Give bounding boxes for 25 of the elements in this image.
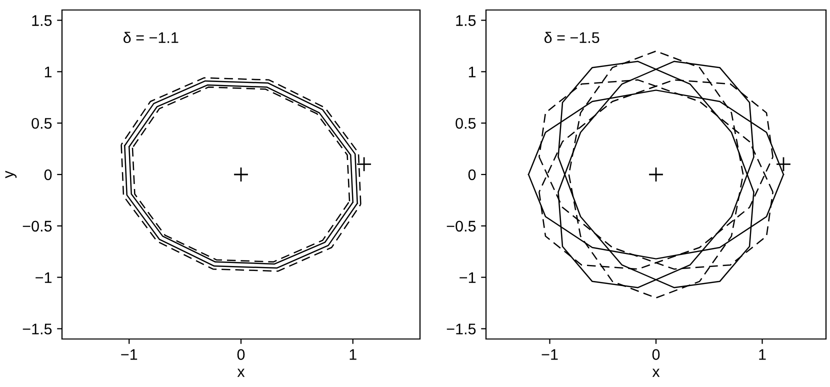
y-tick-label: −1 xyxy=(36,272,52,283)
x-tick-label: 1 xyxy=(350,349,356,360)
y-tick-label: −0.5 xyxy=(446,220,476,232)
x-tick-label: 0 xyxy=(652,349,660,360)
x-tick-label: −1 xyxy=(121,349,138,360)
y-tick-label: 1 xyxy=(468,66,476,78)
y-tick-label: 1 xyxy=(44,66,52,78)
y-tick-label: 0.5 xyxy=(32,118,52,129)
x-axis-title: x xyxy=(237,368,245,377)
y-tick-label: −0.5 xyxy=(22,220,52,232)
x-tick-label: 1 xyxy=(759,349,766,360)
y-tick-label: −1.5 xyxy=(446,324,476,334)
annotation: δ = −1.1 xyxy=(124,32,178,44)
x-tick-label: −1 xyxy=(542,349,558,360)
y-tick-label: 1.5 xyxy=(456,15,476,26)
y-tick-label: 0 xyxy=(44,169,52,180)
y-tick-label: 1.5 xyxy=(32,15,52,26)
y-axis-title: y xyxy=(5,170,17,178)
y-tick-label: 0.5 xyxy=(456,118,476,129)
annotation: δ = −1.5 xyxy=(544,32,600,44)
x-axis-title: x xyxy=(652,368,660,377)
y-tick-label: −1 xyxy=(460,272,476,283)
y-tick-label: 0 xyxy=(468,169,476,180)
x-tick-label: 0 xyxy=(237,349,245,360)
y-tick-label: −1.5 xyxy=(22,324,52,334)
